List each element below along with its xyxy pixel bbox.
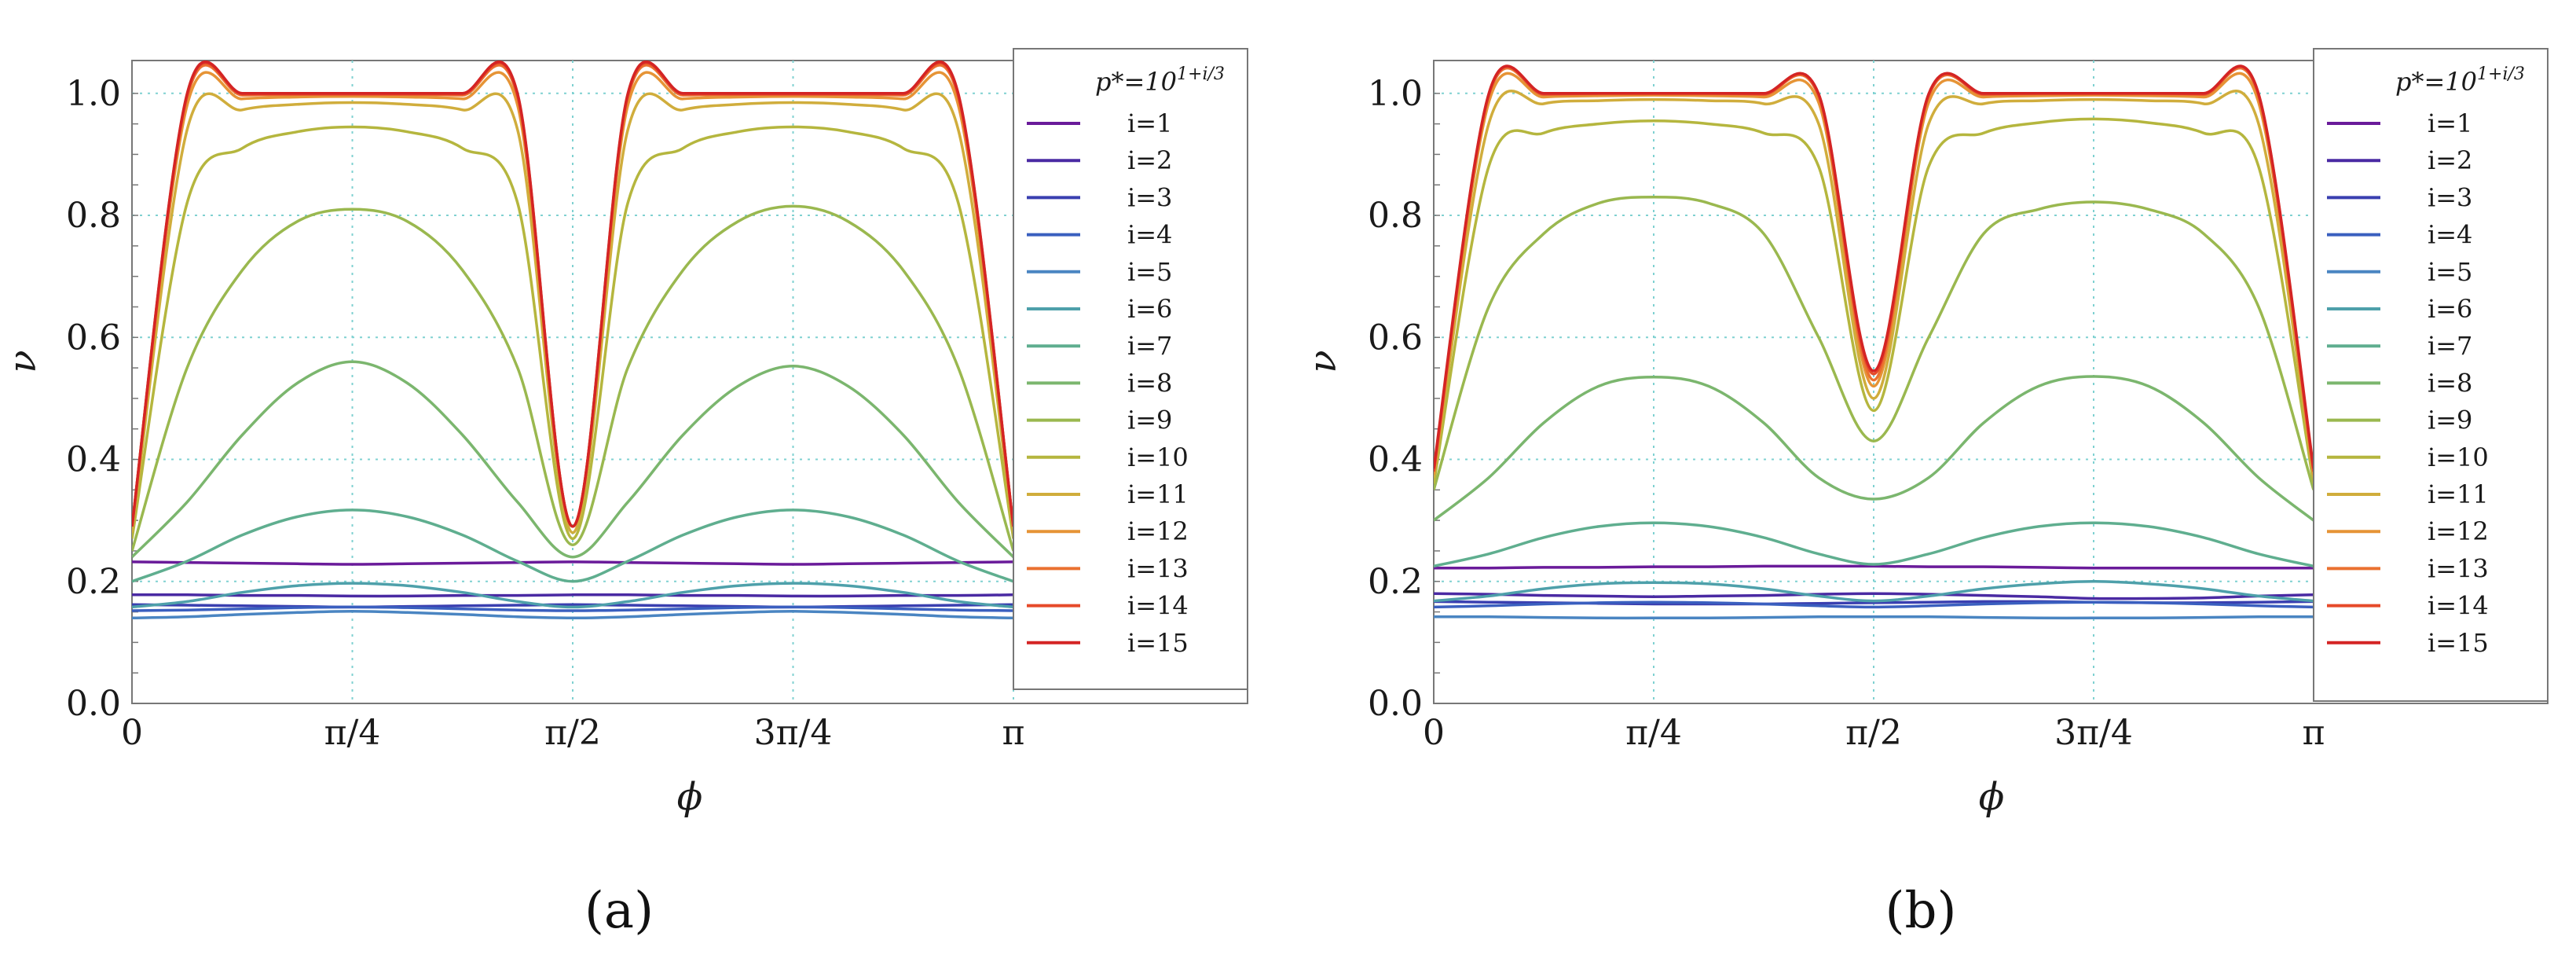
series-line-i=6 [132,582,1013,609]
x-axis-label: ϕ [677,775,703,819]
y-axis-label: ν [1301,350,1345,373]
legend-label: i=8 [2428,368,2472,398]
series-group [1434,64,2314,620]
series-line-i=13 [132,64,1013,528]
legend-label: i=8 [1127,368,1172,398]
legend-label: i=2 [1127,145,1172,175]
series-line-i=12 [1434,72,2314,475]
series-line-i=7 [1434,521,2314,568]
x-tick-label: 0 [121,713,143,753]
y-tick-label: 0.6 [66,318,121,358]
legend-label: i=11 [1127,479,1189,509]
series-line-i=15 [132,61,1013,528]
series-line-i=6 [1434,580,2314,603]
legend-label: i=3 [1127,182,1172,212]
legend-title: p*=101+i/3p*=10^(1+i/3) [1095,64,1225,97]
x-tick-label: 3π/4 [754,713,833,753]
legend-box [2313,48,2549,702]
series-line-i=7 [132,509,1013,583]
series-line-i=1 [132,560,1013,566]
legend-title: p*=101+i/3p*=10^(1+i/3) [2395,64,2525,97]
series-line-i=5 [1434,615,2314,620]
legend: p*=101+i/3p*=10^(1+i/3) i=1 i=2 i=3 i=4 i=5 i=… [2313,48,2549,702]
y-tick-label: 0.4 [66,440,121,480]
series-line-i=2 [1434,592,2314,600]
y-tick-label: 0.0 [66,684,121,724]
x-tick-label: 3π/4 [2054,713,2133,753]
panel-a: 0.0 0.2 0.4 0.6 0.8 1.0 0 π/4 π/2 3π/4 π ϕ ν p*=101+i… [1,48,1248,940]
legend-label: i=15 [2428,628,2489,658]
y-tick-label: 0.6 [1368,318,1423,358]
series-line-i=5 [132,610,1013,620]
legend-label: i=7 [2428,331,2472,361]
series-line-i=10 [1434,117,2314,484]
legend-label: i=9 [2428,406,2472,435]
x-tick-label: π/2 [1845,713,1902,753]
legend-label: i=10 [1127,442,1189,472]
legend-box [1013,48,1248,690]
series-line-i=3 [132,603,1013,609]
legend-label: i=14 [1127,591,1189,621]
legend-label: i=5 [2428,257,2472,287]
legend-label: i=6 [1127,294,1172,324]
y-axis-label: ν [1,350,45,373]
series-line-i=8 [132,360,1013,559]
x-tick-label: 0 [1423,713,1445,753]
series-line-i=15 [1434,64,2314,469]
legend-label: i=1 [1127,108,1172,138]
y-tick-label: 1.0 [66,74,121,114]
series-line-i=9 [132,204,1013,552]
series-line-i=1 [1434,564,2314,570]
series-line-i=4 [132,605,1013,612]
series-group [132,61,1013,620]
x-tick-label: π/4 [1625,713,1682,753]
legend-label: i=11 [2428,479,2489,509]
legend-label: i=9 [1127,406,1172,435]
legend-label: i=10 [2428,442,2489,472]
panel-label: (a) [584,882,654,940]
x-axis-label: ϕ [1979,775,2005,819]
legend-label: i=12 [2428,516,2489,546]
legend-label: i=13 [1127,553,1189,583]
legend-label: i=6 [2428,294,2472,324]
legend-label: i=13 [2428,553,2489,583]
y-tick-label: 0.2 [1368,562,1423,602]
series-line-i=11 [132,92,1013,534]
legend-label: i=5 [1127,257,1172,287]
y-tick-label: 1.0 [1368,74,1423,114]
x-tick-label: π [2303,713,2325,753]
y-tick-label: 0.8 [66,196,121,236]
legend-label: i=4 [1127,220,1172,250]
x-tick-label: π/2 [544,713,601,753]
y-tick-label: 0.0 [1368,684,1423,724]
legend-label: i=12 [1127,516,1189,546]
series-line-i=4 [1434,600,2314,609]
x-tick-label: π [1002,713,1025,753]
legend-label: i=3 [2428,182,2472,212]
y-tick-label: 0.4 [1368,440,1423,480]
panel-label: (b) [1885,882,1957,940]
series-line-i=10 [132,125,1013,541]
y-tick-label: 0.2 [66,562,121,602]
series-line-i=8 [1434,375,2314,522]
legend: p*=101+i/3p*=10^(1+i/3) i=1 i=2 i=3 i=4 i=5 i=… [1013,48,1248,690]
legend-label: i=14 [2428,591,2489,621]
legend-label: i=2 [2428,145,2472,175]
legend-label: i=15 [1127,628,1189,658]
x-tick-label: π/4 [324,713,381,753]
legend-label: i=1 [2428,108,2472,138]
series-line-i=9 [1434,196,2314,490]
legend-label: i=4 [2428,220,2472,250]
y-tick-label: 0.8 [1368,196,1423,236]
series-line-i=2 [132,593,1013,598]
legend-label: i=7 [1127,331,1172,361]
panel-b: 0.0 0.2 0.4 0.6 0.8 1.0 0 π/4 π/2 3π/4 π ϕ ν p*=101+i… [1301,48,2549,940]
series-line-i=11 [1434,90,2314,479]
